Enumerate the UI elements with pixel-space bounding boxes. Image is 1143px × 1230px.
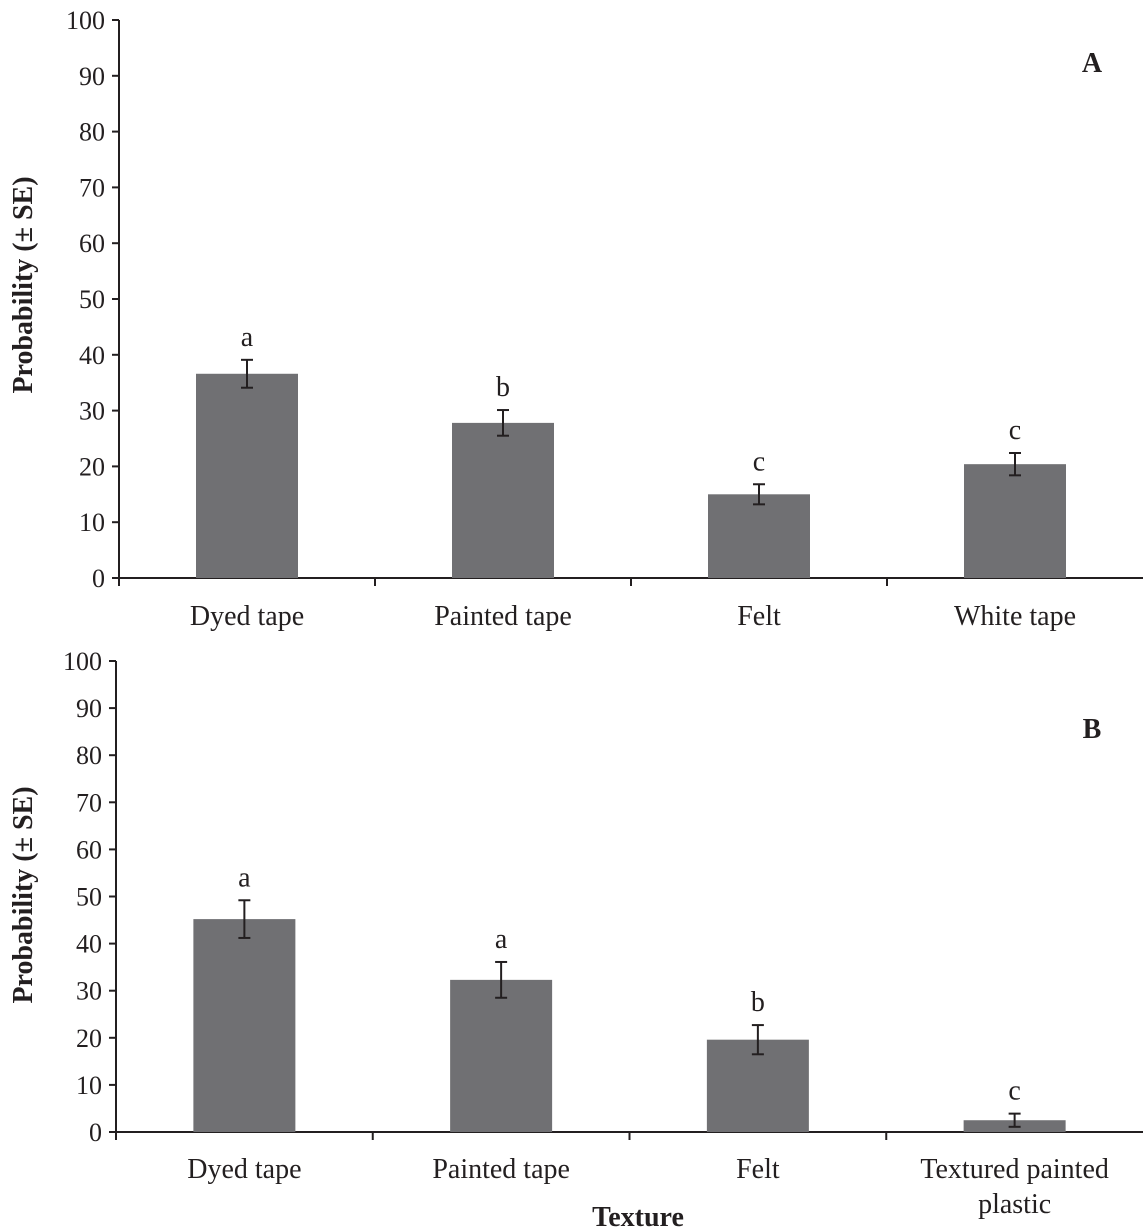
panel-b-category-label: Textured painted xyxy=(920,1154,1109,1185)
panel-a-significance-letter: a xyxy=(241,322,254,353)
panel-b-significance-letter: c xyxy=(1008,1076,1020,1107)
panel-a-bar xyxy=(196,373,298,578)
panel-a-y-tick-label: 10 xyxy=(79,508,105,537)
panel-b-y-tick-label: 70 xyxy=(76,788,102,817)
panel-b-significance-letter: b xyxy=(751,987,765,1018)
panel-b-x-axis-title: Texture xyxy=(592,1202,684,1230)
panel-b-y-tick-label: 100 xyxy=(63,647,102,676)
panel-a-y-tick-label: 40 xyxy=(79,341,105,370)
panel-a-category-label: Dyed tape xyxy=(190,601,304,632)
panel-a-y-tick-label: 70 xyxy=(79,173,105,202)
panel-b-y-tick-label: 60 xyxy=(76,835,102,864)
panel-b-y-tick-label: 20 xyxy=(76,1024,102,1053)
panel-b-significance-letter: a xyxy=(495,924,508,955)
panel-b-y-tick-label: 90 xyxy=(76,694,102,723)
panel-b-y-tick-label: 10 xyxy=(76,1071,102,1100)
panel-b-category-label: Painted tape xyxy=(432,1154,570,1185)
panel-a-category-label: Painted tape xyxy=(434,601,572,632)
panel-b-y-axis-title: Probability (± SE) xyxy=(8,786,39,1003)
panel-a-y-tick-label: 20 xyxy=(79,452,105,481)
panel-a-significance-letter: c xyxy=(1009,415,1021,446)
panel-b-significance-letter: a xyxy=(238,862,251,893)
panel-a-category-label: Felt xyxy=(737,601,781,632)
panel-b-y-tick-label: 30 xyxy=(76,977,102,1006)
panel-b-panel-label: B xyxy=(1083,714,1102,745)
panel-a-y-axis-title: Probability (± SE) xyxy=(8,176,39,393)
panel-a-bar xyxy=(452,422,554,578)
panel-a-y-tick-label: 80 xyxy=(79,118,105,147)
panel-b-bar xyxy=(193,919,296,1132)
panel-a-y-tick-label: 90 xyxy=(79,62,105,91)
panel-a-y-tick-label: 50 xyxy=(79,285,105,314)
panel-b-category-label: plastic xyxy=(978,1189,1051,1220)
panel-a-significance-letter: c xyxy=(753,446,765,477)
panel-a-y-tick-label: 30 xyxy=(79,397,105,426)
panel-a-significance-letter: b xyxy=(496,372,510,403)
panel-a-y-tick-label: 60 xyxy=(79,229,105,258)
panel-a-y-tick-label: 100 xyxy=(66,6,105,35)
panel-a-panel-label: A xyxy=(1082,48,1103,79)
panel-b-y-tick-label: 40 xyxy=(76,930,102,959)
panel-b-y-tick-label: 80 xyxy=(76,741,102,770)
panel-b-category-label: Felt xyxy=(736,1154,780,1185)
panel-a-y-tick-label: 0 xyxy=(92,564,105,593)
panel-a-bar xyxy=(708,494,810,578)
panel-b-bar xyxy=(450,979,553,1132)
panel-a-category-label: White tape xyxy=(954,601,1076,632)
panel-b-y-tick-label: 50 xyxy=(76,883,102,912)
panel-b-category-label: Dyed tape xyxy=(187,1154,301,1185)
panel-a-bar xyxy=(964,464,1066,578)
panel-b-y-tick-label: 0 xyxy=(89,1118,102,1147)
